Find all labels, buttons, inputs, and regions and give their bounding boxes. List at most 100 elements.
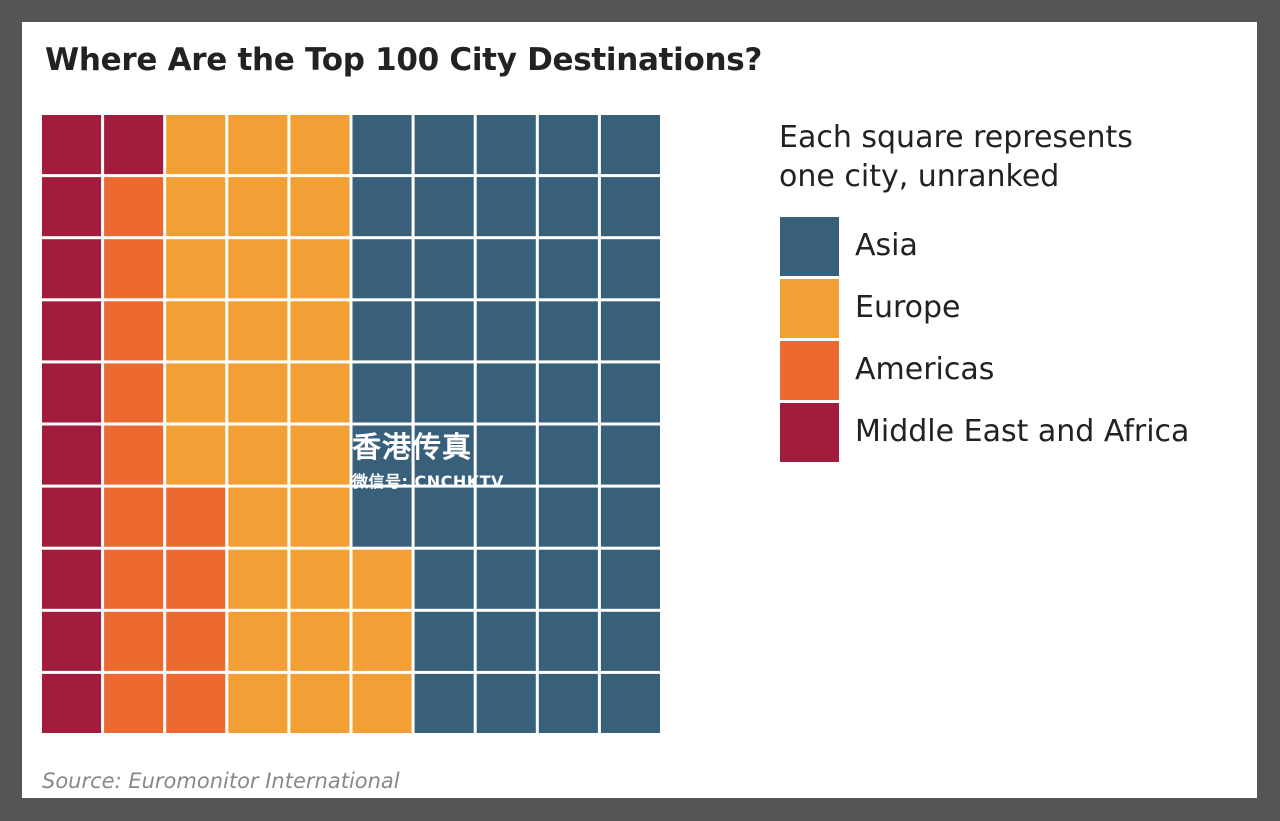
waffle-cell-asia — [476, 611, 536, 671]
waffle-cell-asia — [476, 549, 536, 609]
waffle-cell-asia — [352, 425, 412, 485]
waffle-cell-asia — [476, 301, 536, 361]
waffle-cell-asia — [476, 239, 536, 299]
legend-heading-line-1: Each square represents — [779, 120, 1133, 155]
waffle-cell-europe — [228, 549, 288, 609]
waffle-cell-europe — [228, 115, 288, 175]
waffle-cell-asia — [476, 425, 536, 485]
waffle-cell-americas — [166, 549, 226, 609]
waffle-cell-asia — [600, 177, 660, 237]
waffle-cell-asia — [538, 177, 598, 237]
waffle-cell-mea — [42, 425, 102, 485]
legend-heading-line-2: one city, unranked — [779, 159, 1060, 194]
chart-title: Where Are the Top 100 City Destinations? — [45, 42, 763, 78]
waffle-cell-asia — [538, 673, 598, 733]
waffle-cell-europe — [228, 487, 288, 547]
legend-item-americas: Americas — [780, 341, 1240, 401]
waffle-cell-mea — [42, 115, 102, 175]
waffle-cell-mea — [42, 363, 102, 423]
legend-swatch-middle-east-africa — [780, 403, 839, 462]
waffle-cell-asia — [600, 239, 660, 299]
waffle-cell-europe — [290, 301, 350, 361]
waffle-cell-europe — [290, 425, 350, 485]
waffle-cell-americas — [104, 549, 164, 609]
waffle-cell-americas — [104, 611, 164, 671]
waffle-cell-europe — [228, 673, 288, 733]
waffle-cell-americas — [104, 487, 164, 547]
waffle-cell-europe — [290, 549, 350, 609]
waffle-cell-europe — [166, 115, 226, 175]
waffle-cell-europe — [290, 487, 350, 547]
waffle-cell-europe — [290, 115, 350, 175]
waffle-cell-europe — [228, 301, 288, 361]
waffle-cell-asia — [414, 239, 474, 299]
waffle-cell-americas — [104, 239, 164, 299]
waffle-cell-mea — [42, 301, 102, 361]
waffle-cell-asia — [538, 363, 598, 423]
waffle-cell-asia — [538, 611, 598, 671]
waffle-cell-asia — [352, 363, 412, 423]
waffle-cell-europe — [352, 611, 412, 671]
waffle-cell-europe — [166, 425, 226, 485]
waffle-cell-asia — [538, 549, 598, 609]
waffle-cell-asia — [414, 487, 474, 547]
waffle-cell-asia — [414, 363, 474, 423]
waffle-cell-asia — [476, 115, 536, 175]
waffle-cell-europe — [290, 177, 350, 237]
legend-item-asia: Asia — [780, 217, 1240, 277]
waffle-chart — [42, 115, 660, 733]
waffle-cell-americas — [166, 673, 226, 733]
waffle-cell-americas — [104, 177, 164, 237]
waffle-cell-americas — [166, 611, 226, 671]
waffle-cell-asia — [600, 115, 660, 175]
waffle-cell-europe — [290, 611, 350, 671]
waffle-cell-mea — [42, 177, 102, 237]
waffle-cell-asia — [476, 363, 536, 423]
waffle-cell-asia — [414, 115, 474, 175]
waffle-cell-europe — [352, 549, 412, 609]
waffle-cell-asia — [414, 611, 474, 671]
waffle-cell-americas — [166, 487, 226, 547]
legend-label-asia: Asia — [855, 228, 918, 263]
waffle-cell-asia — [414, 425, 474, 485]
waffle-cell-europe — [290, 239, 350, 299]
waffle-cell-asia — [352, 239, 412, 299]
legend-swatch-asia — [780, 217, 839, 276]
waffle-cell-asia — [600, 301, 660, 361]
legend-label-europe: Europe — [855, 290, 961, 325]
waffle-cell-mea — [104, 115, 164, 175]
waffle-cell-asia — [414, 301, 474, 361]
waffle-cell-europe — [228, 611, 288, 671]
waffle-cell-asia — [476, 673, 536, 733]
waffle-cell-americas — [104, 425, 164, 485]
waffle-cell-asia — [600, 611, 660, 671]
waffle-cell-mea — [42, 239, 102, 299]
waffle-cell-asia — [476, 177, 536, 237]
waffle-cell-asia — [600, 425, 660, 485]
waffle-cell-mea — [42, 549, 102, 609]
waffle-cell-asia — [538, 425, 598, 485]
waffle-cell-americas — [104, 673, 164, 733]
waffle-cell-europe — [352, 673, 412, 733]
waffle-cell-europe — [166, 177, 226, 237]
waffle-cell-asia — [414, 673, 474, 733]
waffle-cell-europe — [166, 239, 226, 299]
waffle-cell-asia — [600, 673, 660, 733]
waffle-cell-asia — [538, 239, 598, 299]
waffle-cell-asia — [352, 487, 412, 547]
waffle-cell-europe — [166, 301, 226, 361]
waffle-cell-asia — [352, 115, 412, 175]
waffle-cell-asia — [600, 549, 660, 609]
legend-swatch-europe — [780, 279, 839, 338]
waffle-cell-asia — [538, 301, 598, 361]
legend-swatch-americas — [780, 341, 839, 400]
waffle-cell-europe — [228, 425, 288, 485]
waffle-cell-asia — [538, 487, 598, 547]
waffle-cell-asia — [352, 301, 412, 361]
waffle-cell-europe — [228, 239, 288, 299]
legend-item-europe: Europe — [780, 279, 1240, 339]
waffle-cell-asia — [352, 177, 412, 237]
chart-card: Where Are the Top 100 City Destinations?… — [22, 22, 1257, 798]
waffle-cell-europe — [290, 673, 350, 733]
